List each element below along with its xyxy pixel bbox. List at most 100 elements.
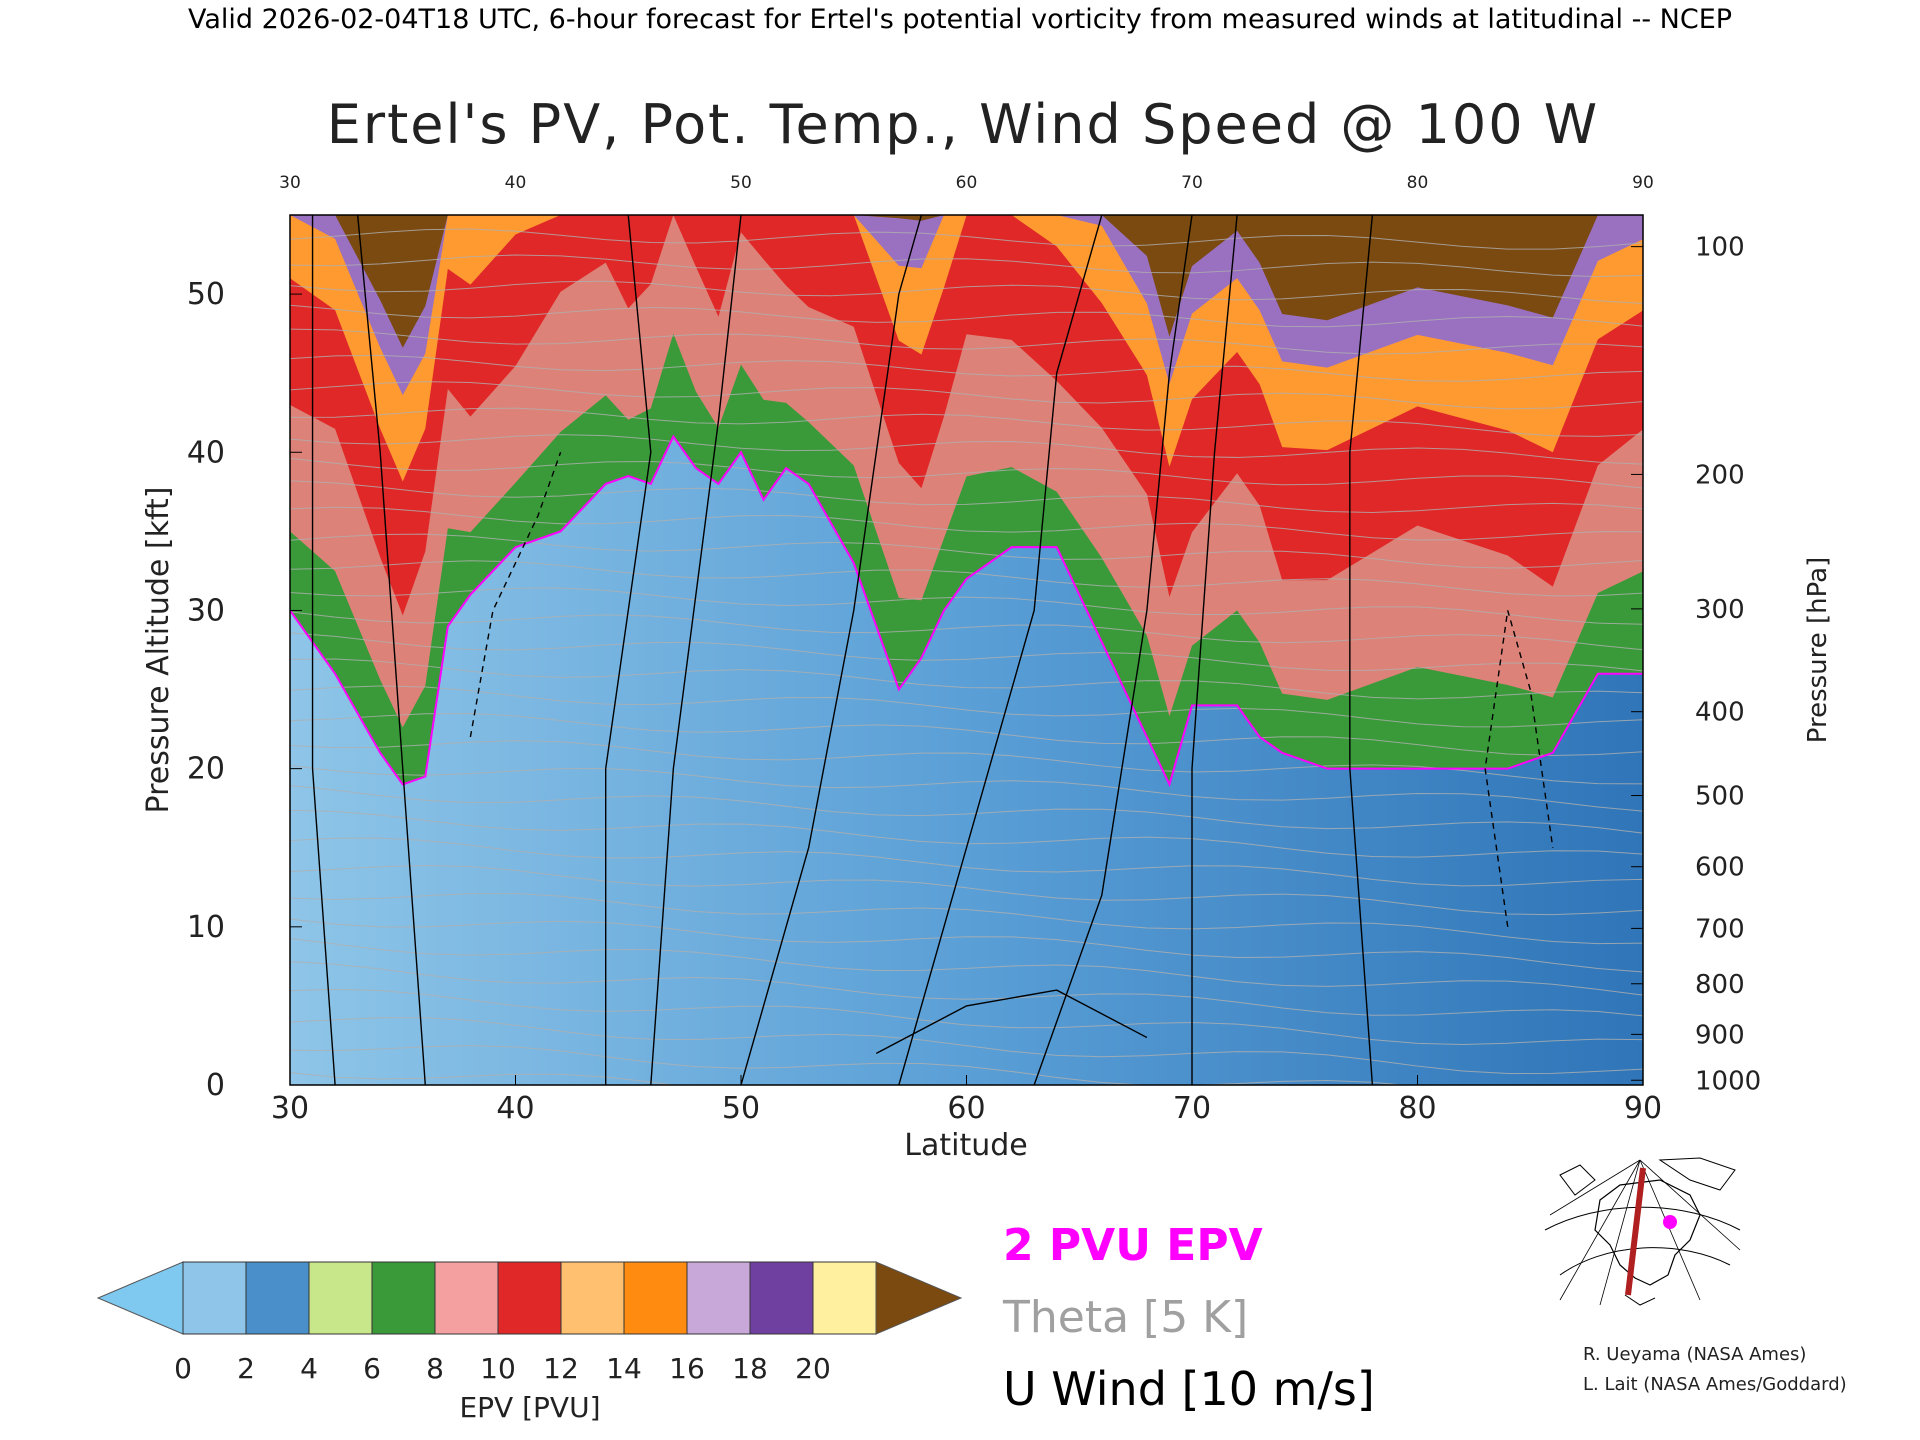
u-wind-contours	[311, 215, 1554, 1085]
theta-contour	[290, 434, 1643, 465]
theta-contour	[290, 1045, 1407, 1085]
theta-contour	[290, 765, 1643, 812]
u-wind-contour	[356, 215, 426, 1085]
top-tick-label: 80	[1407, 173, 1429, 193]
map-coastline	[1658, 1157, 1736, 1191]
colorbar-swatch	[749, 1261, 814, 1335]
theta-contour	[290, 712, 1643, 757]
u-wind-contour	[605, 215, 652, 1085]
theta-contour	[290, 938, 1643, 996]
x-axis-label: Latitude	[904, 1128, 1027, 1163]
theta-contour	[290, 328, 1643, 355]
pressure-tick-label: 700	[1695, 914, 1745, 944]
pressure-tick-label: 600	[1695, 853, 1745, 883]
theta-contour	[290, 506, 1643, 541]
theta-contour	[290, 480, 1643, 513]
u-wind-contour	[650, 215, 742, 1085]
colorbar-swatch	[182, 1261, 247, 1335]
colorbar-label: EPV [PVU]	[459, 1391, 600, 1424]
x-tick-label: 60	[947, 1091, 985, 1126]
legend: 2 PVU EPV Theta [5 K] U Wind [10 m/s]	[1002, 1220, 1375, 1416]
top-tick-label: 40	[505, 173, 527, 193]
pressure-axis-ticks: 100 200 300 400 500 600 700 800 900 1000	[1631, 233, 1761, 1096]
theta-contour	[290, 587, 1643, 625]
theta-contour	[290, 918, 1643, 973]
plot-area	[290, 215, 1643, 1085]
colorbar-tick-label: 18	[732, 1352, 768, 1385]
colorbar-over-triangle	[875, 1261, 963, 1335]
colorbar-swatch	[245, 1261, 310, 1335]
top-tick-label: 30	[279, 173, 301, 193]
colorbar-tick-label: 8	[426, 1352, 444, 1385]
theta-contour	[290, 611, 1643, 651]
colorbar-swatch	[308, 1261, 373, 1335]
theta-contour	[290, 304, 1643, 328]
colorbar-tick-label: 10	[480, 1352, 516, 1385]
colorbar-tick-label: 20	[795, 1352, 831, 1385]
theta-contour	[290, 837, 1643, 887]
theta-contour	[290, 658, 1643, 700]
theta-contour	[290, 1072, 677, 1085]
colorbar-tick-label: 16	[669, 1352, 705, 1385]
colorbar-swatch	[560, 1261, 625, 1335]
colorbar-under-triangle	[96, 1261, 184, 1335]
x-tick-label: 70	[1173, 1091, 1211, 1126]
y-tick-label: 30	[187, 593, 225, 628]
theta-contour	[290, 740, 1643, 785]
pressure-tick-label: 300	[1695, 595, 1745, 625]
u-wind-contour	[311, 215, 336, 1085]
theta-contour	[290, 407, 1643, 437]
theta-contour	[290, 280, 1643, 305]
y-tick-label: 50	[187, 277, 225, 312]
u-wind-contour	[898, 215, 1103, 1085]
cross-section-line	[1625, 1167, 1646, 1296]
y-axis-label: Pressure Altitude [kft]	[141, 487, 176, 814]
theta-contour	[290, 988, 1643, 1045]
theta-contour	[290, 961, 1643, 1017]
pressure-tick-label: 500	[1695, 782, 1745, 812]
pressure-tick-label: 900	[1695, 1020, 1745, 1050]
pressure-axis-label: Pressure [hPa]	[1803, 557, 1833, 744]
colorbar: 0 2 4 6 8 10 12 14 16 18 20	[96, 1261, 963, 1385]
colorbar-tick-label: 6	[363, 1352, 381, 1385]
theta-contour	[290, 381, 1643, 410]
map-grid-circle	[1544, 1206, 1741, 1231]
map-grid-circle	[1559, 1247, 1731, 1276]
theta-contour	[290, 354, 1643, 382]
map-grid-meridian	[1549, 1159, 1741, 1306]
chart-title: Ertel's PV, Pot. Temp., Wind Speed @ 100…	[327, 93, 1599, 156]
pressure-tick-label: 100	[1695, 233, 1745, 263]
theta-contours	[290, 228, 1643, 1085]
inset-map	[1544, 1155, 1741, 1306]
pressure-tick-label: 400	[1695, 698, 1745, 728]
credit-line: L. Lait (NASA Ames/Goddard)	[1583, 1374, 1847, 1395]
x-tick-label: 30	[271, 1091, 309, 1126]
top-tick-label: 60	[956, 173, 978, 193]
y-tick-label: 10	[187, 910, 225, 945]
pv-band-brown	[290, 215, 1643, 348]
pv-2pvu-contour	[290, 434, 1643, 788]
legend-entry: Theta [5 K]	[1002, 1292, 1248, 1343]
theta-contour	[290, 864, 1643, 916]
top-tick-label: 70	[1181, 173, 1203, 193]
u-wind-contour-negative	[1484, 610, 1554, 927]
colorbar-swatch	[623, 1261, 688, 1335]
y-tick-label: 20	[187, 752, 225, 787]
legend-entry: U Wind [10 m/s]	[1003, 1362, 1375, 1416]
credit-line: R. Ueyama (NASA Ames)	[1583, 1344, 1806, 1365]
pressure-tick-label: 200	[1695, 460, 1745, 490]
u-wind-contour	[1349, 215, 1374, 1085]
theta-contour	[290, 1017, 1643, 1075]
y-axis-ticks: 0 10 20 30 40 50	[187, 277, 302, 1103]
theta-contour	[290, 560, 1643, 597]
header-text: Valid 2026-02-04T18 UTC, 6-hour forecast…	[188, 4, 1732, 35]
map-coastline	[1559, 1164, 1656, 1306]
u-wind-contour	[1033, 215, 1193, 1085]
u-wind-contour	[1191, 215, 1238, 1085]
top-latitude-labels: 30 40 50 60 70 80 90	[279, 173, 1654, 193]
top-tick-label: 90	[1632, 173, 1654, 193]
theta-contour	[290, 632, 1643, 672]
theta-contour	[290, 685, 1643, 728]
x-axis-ticks: 30 40 50 60 70 80 90	[271, 1075, 1662, 1126]
